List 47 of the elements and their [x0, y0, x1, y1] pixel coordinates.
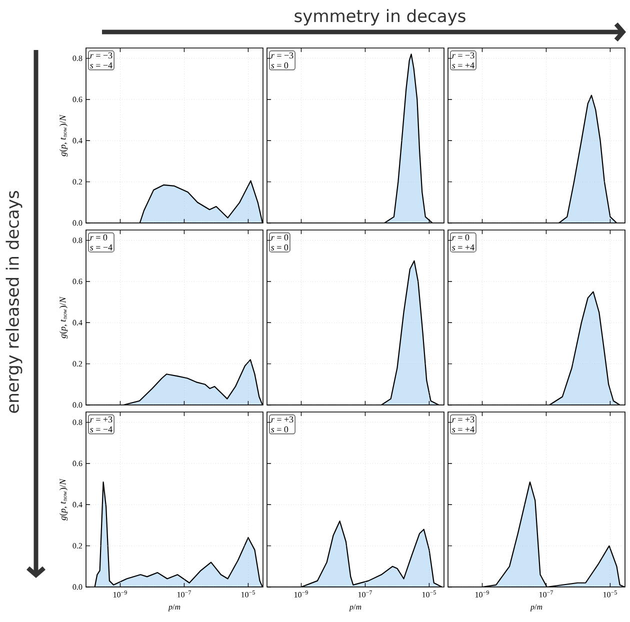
x-tick-label: 10$^{−5}$ — [241, 590, 255, 598]
annotation: s = −4 — [90, 426, 112, 432]
annotation: r = −3 — [452, 52, 474, 58]
annotation: r = −3 — [271, 52, 294, 58]
annotation: s = 0 — [270, 244, 288, 250]
annotation: s = −4 — [90, 62, 112, 68]
annotation: s = +4 — [452, 426, 474, 432]
y-tick-label: 0.2 — [72, 361, 82, 367]
x-tick-label: 10$^{−9}$ — [476, 590, 489, 598]
y-tick-label: 0.4 — [72, 502, 82, 508]
x-tick-label: 10$^{−7}$ — [539, 590, 553, 598]
x-axis-title: p/m — [168, 604, 180, 612]
y-tick-label: 0.6 — [72, 278, 82, 284]
text: symmetry in decays — [294, 9, 466, 26]
x-axis-title: p/m — [530, 604, 542, 612]
annotation: r = +3 — [90, 416, 112, 422]
x-axis-title: p/m — [349, 604, 362, 612]
y-tick-label: 0.0 — [72, 584, 82, 590]
annotation: r = +3 — [271, 416, 294, 422]
y-tick-label: 0.2 — [72, 543, 82, 549]
x-tick-label: 10$^{−5}$ — [422, 590, 436, 598]
annotation: r = +3 — [452, 416, 474, 422]
x-tick-label: 10$^{−9}$ — [114, 590, 127, 598]
y-tick-label: 0.4 — [72, 320, 82, 326]
x-tick-label: 10$^{−7}$ — [358, 590, 372, 598]
x-tick-label: 10$^{−5}$ — [603, 590, 617, 598]
annotation: s = 0 — [270, 426, 288, 432]
y-tick-label: 0.6 — [72, 96, 82, 102]
annotation: s = 0 — [270, 62, 288, 68]
annotation: s = +4 — [452, 244, 474, 250]
y-tick-label: 0.8 — [72, 238, 82, 244]
y-tick-label: 0.2 — [72, 179, 82, 185]
y-tick-label: 0.4 — [72, 138, 82, 144]
y-tick-label: 0.8 — [72, 420, 82, 426]
y-tick-label: 0.0 — [72, 220, 82, 226]
y-tick-label: 0.8 — [72, 56, 82, 62]
x-tick-label: 10$^{−7}$ — [177, 590, 191, 598]
annotation: r = 0 — [452, 234, 470, 240]
annotation: r = −3 — [90, 52, 112, 58]
annotation: s = +4 — [452, 62, 474, 68]
annotation: r = 0 — [271, 234, 288, 240]
text: energy released in decays — [6, 190, 22, 413]
y-tick-label: 0.6 — [72, 460, 82, 466]
annotation: s = −4 — [90, 244, 112, 250]
x-tick-label: 10$^{−9}$ — [294, 590, 308, 598]
y-tick-label: 0.0 — [72, 402, 82, 408]
annotation: r = 0 — [90, 234, 108, 240]
